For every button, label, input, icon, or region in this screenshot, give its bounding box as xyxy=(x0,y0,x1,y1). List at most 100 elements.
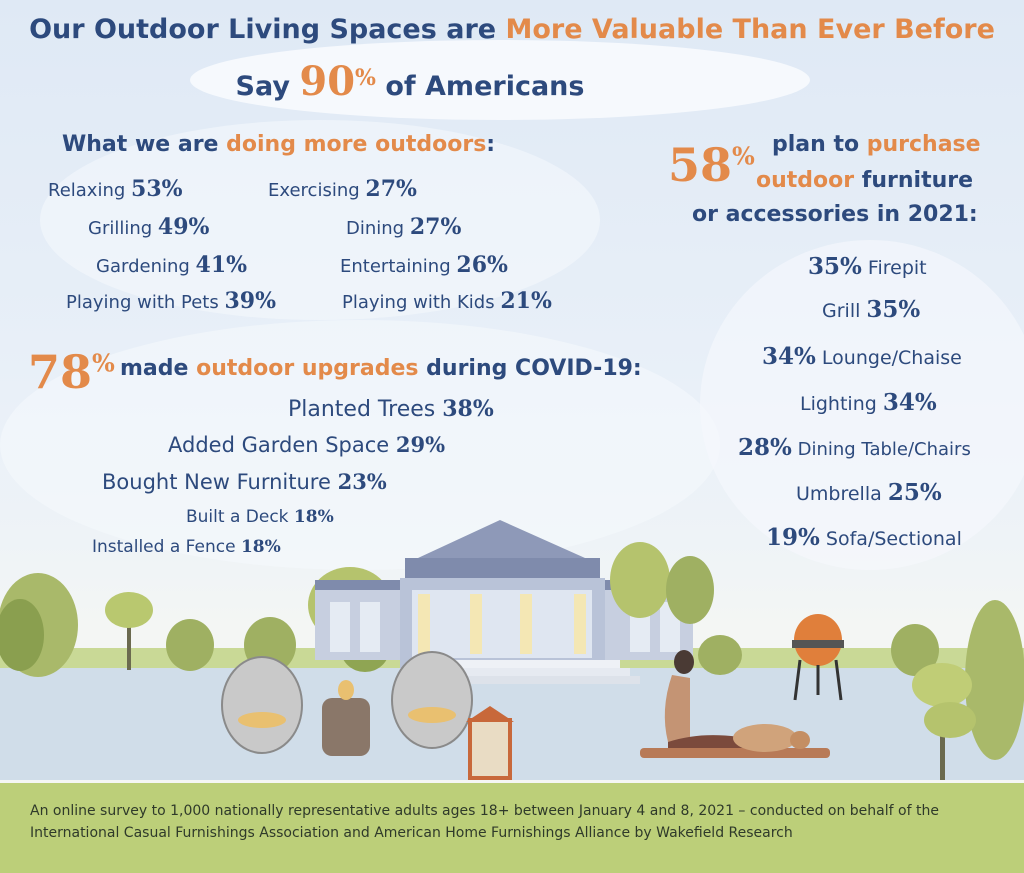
purchase-sofa-sectional: 19% Sofa/Sectional xyxy=(766,524,962,551)
bush-icon xyxy=(166,619,214,671)
chair-cushion-icon xyxy=(238,712,286,728)
activity-value: 27% xyxy=(409,214,462,240)
footer-band xyxy=(0,783,1024,873)
activities-heading-highlight: doing more outdoors xyxy=(226,132,487,157)
activity-gardening: Gardening 41% xyxy=(96,252,247,278)
backyard-illustration xyxy=(0,520,1024,780)
activity-dining: Dining 27% xyxy=(346,214,461,240)
purchase-lounge-chaise: 34% Lounge/Chaise xyxy=(762,343,962,370)
purchases-line1-prefix: plan to xyxy=(772,132,867,157)
upgrade-installed-a-fence: Installed a Fence 18% xyxy=(92,537,281,557)
upgrades-heading: made outdoor upgrades during COVID-19: xyxy=(120,356,642,381)
upgrade-value: 18% xyxy=(240,537,281,557)
purchase-label: Firepit xyxy=(867,257,927,279)
activity-playing-with-kids: Playing with Kids 21% xyxy=(342,288,552,314)
curtain-icon xyxy=(418,594,430,654)
activity-relaxing: Relaxing 53% xyxy=(48,176,183,202)
activity-label: Playing with Pets xyxy=(66,292,219,313)
purchases-line1-highlight: purchase xyxy=(866,132,981,157)
survey-note: An online survey to 1,000 nationally rep… xyxy=(30,800,1000,844)
grill-leg xyxy=(793,659,802,701)
purchases-heading-line2: outdoor furniture xyxy=(756,168,973,193)
purchase-value: 35% xyxy=(808,253,862,280)
upgrade-bought-new-furniture: Bought New Furniture 23% xyxy=(102,469,387,494)
lantern-top xyxy=(466,706,514,722)
activity-label: Entertaining xyxy=(340,256,451,277)
subtitle-percent: % xyxy=(355,65,376,91)
activities-heading: What we are doing more outdoors: xyxy=(62,132,495,157)
purchase-lighting: Lighting 34% xyxy=(800,389,937,416)
activity-label: Exercising xyxy=(268,180,360,201)
purchase-dining-table-chairs: 28% Dining Table/Chairs xyxy=(738,434,971,461)
curtain-icon xyxy=(470,594,482,654)
curtain-icon xyxy=(574,594,586,654)
purchase-value: 35% xyxy=(866,296,921,323)
cloud-decoration xyxy=(700,240,1024,570)
upgrade-label: Built a Deck xyxy=(186,507,289,527)
house-windows xyxy=(412,590,592,658)
activity-label: Dining xyxy=(346,218,405,239)
tree-icon xyxy=(666,556,714,624)
tree-icon xyxy=(965,600,1024,760)
upgrades-heading-prefix: made xyxy=(120,356,197,381)
tree-icon xyxy=(924,702,976,738)
survey-note-line1: An online survey to 1,000 nationally rep… xyxy=(30,803,939,819)
activity-value: 27% xyxy=(365,176,417,202)
purchases-stat-percent: % xyxy=(732,141,755,171)
purchase-label: Umbrella xyxy=(796,483,882,505)
activity-exercising: Exercising 27% xyxy=(268,176,417,202)
page-subtitle: Say 90% of Americans xyxy=(0,58,820,105)
grill-rim xyxy=(792,640,844,648)
curtain-icon xyxy=(520,594,532,654)
purchase-label: Grill xyxy=(822,300,861,322)
activity-entertaining: Entertaining 26% xyxy=(340,252,508,278)
activity-label: Grilling xyxy=(88,218,153,239)
chair-cushion-icon xyxy=(408,707,456,723)
steps-icon xyxy=(400,676,640,684)
purchase-value: 25% xyxy=(887,479,942,506)
purchase-value: 34% xyxy=(882,389,937,416)
upgrades-stat-percent: % xyxy=(92,348,115,378)
activity-grilling: Grilling 49% xyxy=(88,214,209,240)
bush-icon xyxy=(698,635,742,675)
upgrades-heading-suffix: during COVID-19: xyxy=(418,356,642,381)
upgrade-label: Added Garden Space xyxy=(168,433,390,457)
person-torso-icon xyxy=(664,675,690,742)
tree-trunk-icon xyxy=(127,620,131,670)
upgrade-built-a-deck: Built a Deck 18% xyxy=(186,507,334,527)
survey-note-line2: International Casual Furnishings Associa… xyxy=(30,825,793,841)
activity-playing-with-pets: Playing with Pets 39% xyxy=(66,288,276,314)
purchases-line2-suffix: furniture xyxy=(854,168,974,193)
subtitle-prefix: Say xyxy=(235,71,300,102)
purchases-line2-highlight: outdoor xyxy=(756,168,855,193)
activity-value: 39% xyxy=(224,288,276,314)
purchases-stat: 58% xyxy=(668,138,755,192)
house-roof-icon xyxy=(418,520,585,558)
upgrade-value: 38% xyxy=(442,396,494,422)
tree-icon xyxy=(105,592,153,628)
tree-icon xyxy=(912,663,972,707)
wicker-chair-icon xyxy=(391,651,473,749)
purchase-label: Lighting xyxy=(800,393,877,415)
house-roof-edge xyxy=(405,558,600,578)
upgrades-stat-number: 78 xyxy=(28,345,93,399)
page-title: Our Outdoor Living Spaces are More Valua… xyxy=(0,14,1024,45)
subtitle-number: 90 xyxy=(299,58,356,105)
title-highlight: More Valuable Than Ever Before xyxy=(505,14,995,45)
upgrade-planted-trees: Planted Trees 38% xyxy=(288,396,494,422)
purchase-label: Dining Table/Chairs xyxy=(797,439,971,460)
steps-icon xyxy=(420,660,620,668)
activity-value: 53% xyxy=(131,176,183,202)
purchase-firepit: 35% Firepit xyxy=(808,253,927,280)
activity-value: 21% xyxy=(500,288,552,314)
purchase-umbrella: Umbrella 25% xyxy=(796,479,942,506)
cloud-decoration xyxy=(40,120,600,320)
activity-label: Gardening xyxy=(96,256,190,277)
upgrade-label: Installed a Fence xyxy=(92,537,236,557)
dog-head-icon xyxy=(790,731,810,749)
upgrades-stat: 78% xyxy=(28,345,115,399)
title-prefix: Our Outdoor Living Spaces are xyxy=(29,14,506,45)
purchase-label: Lounge/Chaise xyxy=(821,347,962,369)
purchase-value: 19% xyxy=(766,524,820,551)
steps-icon xyxy=(410,668,630,676)
